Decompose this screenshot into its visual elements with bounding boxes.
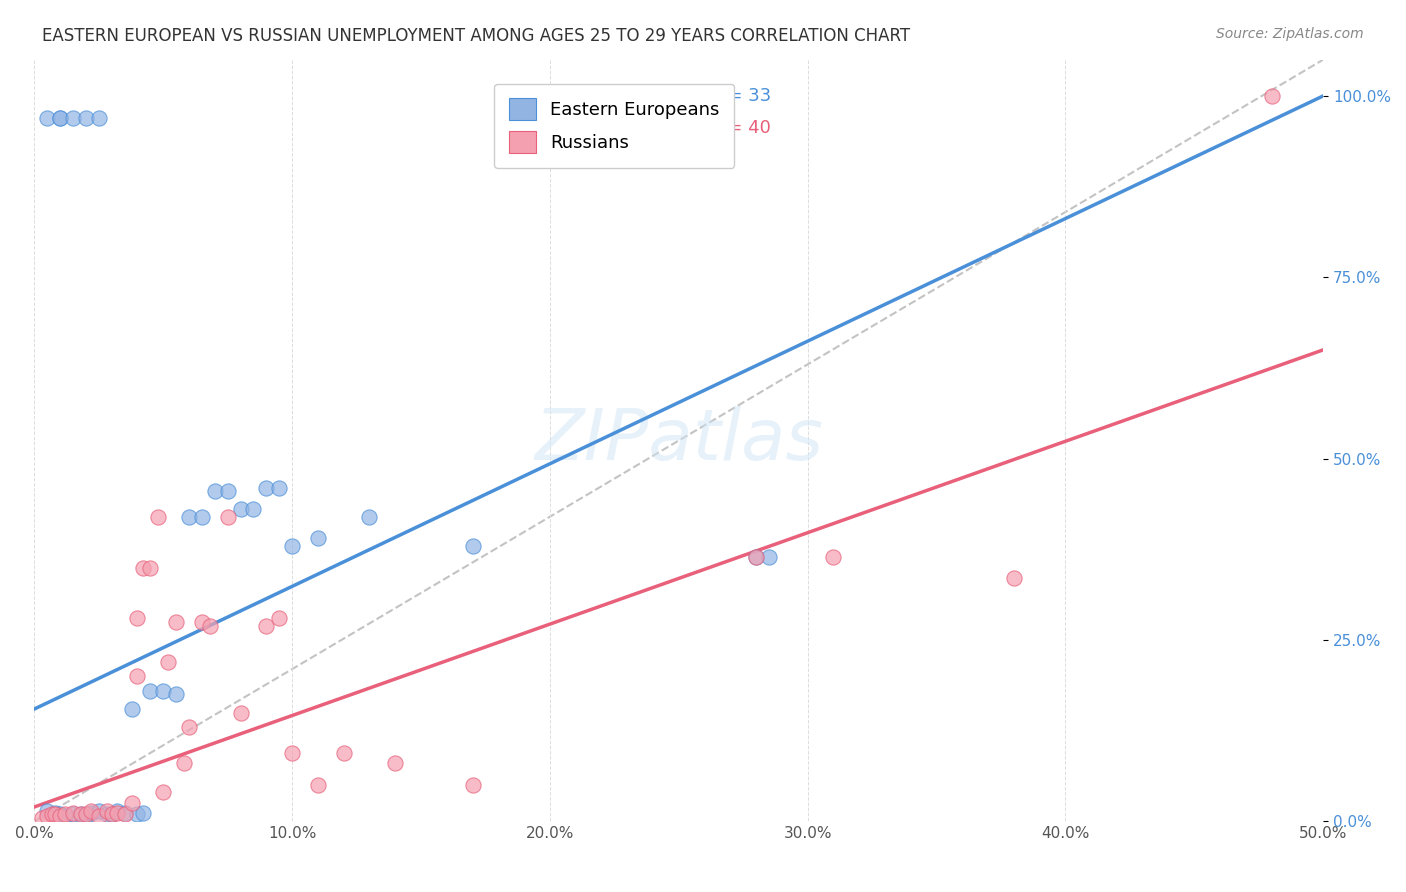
Point	[44, 805, 66, 820]
Point	[87, 808, 110, 822]
Point	[157, 655, 180, 669]
Point	[37, 111, 59, 125]
Text: R = 0.760    N = 40: R = 0.760 N = 40	[595, 120, 770, 137]
Point	[139, 560, 162, 574]
Point	[217, 484, 239, 499]
Point	[127, 807, 149, 822]
Point	[127, 611, 149, 625]
Point	[1260, 88, 1282, 103]
Legend: Eastern Europeans, Russians: Eastern Europeans, Russians	[495, 84, 734, 168]
Point	[191, 615, 214, 629]
Point	[204, 484, 226, 499]
Point	[80, 805, 103, 820]
Point	[177, 720, 200, 734]
Point	[165, 615, 187, 629]
Point	[269, 481, 291, 495]
Point	[131, 560, 153, 574]
Point	[75, 808, 97, 822]
Point	[758, 549, 780, 564]
Point	[307, 778, 329, 792]
Point	[823, 549, 845, 564]
Point	[254, 618, 277, 632]
Point	[281, 746, 304, 760]
Text: Source: ZipAtlas.com: Source: ZipAtlas.com	[1216, 27, 1364, 41]
Point	[37, 808, 59, 822]
Point	[53, 807, 76, 822]
Point	[62, 807, 84, 822]
Point	[152, 684, 174, 698]
Point	[229, 502, 252, 516]
Point	[75, 807, 97, 822]
Point	[49, 111, 72, 125]
Point	[307, 532, 329, 546]
Point	[1002, 571, 1025, 585]
Point	[131, 805, 153, 820]
Point	[75, 111, 97, 125]
Point	[121, 797, 143, 811]
Point	[332, 746, 354, 760]
Point	[96, 804, 118, 818]
Point	[105, 804, 128, 818]
Point	[177, 509, 200, 524]
Point	[69, 807, 91, 822]
Point	[114, 805, 136, 820]
Point	[37, 804, 59, 818]
Point	[80, 804, 103, 818]
Point	[105, 805, 128, 820]
Text: EASTERN EUROPEAN VS RUSSIAN UNEMPLOYMENT AMONG AGES 25 TO 29 YEARS CORRELATION C: EASTERN EUROPEAN VS RUSSIAN UNEMPLOYMENT…	[42, 27, 910, 45]
Point	[49, 807, 72, 822]
Point	[44, 807, 66, 822]
Point	[217, 509, 239, 524]
Point	[198, 618, 221, 632]
Point	[745, 549, 768, 564]
Point	[121, 702, 143, 716]
Point	[173, 756, 195, 771]
Point	[49, 808, 72, 822]
Point	[229, 706, 252, 720]
Point	[165, 688, 187, 702]
Point	[461, 778, 484, 792]
Point	[41, 807, 63, 822]
Point	[62, 111, 84, 125]
Point	[745, 549, 768, 564]
Point	[96, 807, 118, 822]
Point	[114, 807, 136, 822]
Point	[69, 807, 91, 822]
Point	[146, 509, 169, 524]
Point	[152, 785, 174, 799]
Point	[191, 509, 214, 524]
Text: ZIPatlas: ZIPatlas	[534, 406, 824, 475]
Point	[359, 509, 381, 524]
Point	[281, 539, 304, 553]
Point	[100, 807, 122, 822]
Point	[87, 111, 110, 125]
Point	[49, 111, 72, 125]
Point	[62, 805, 84, 820]
Text: R = 0.409    N = 33: R = 0.409 N = 33	[595, 87, 772, 105]
Point	[100, 807, 122, 822]
Point	[254, 481, 277, 495]
Point	[31, 811, 53, 825]
Point	[242, 502, 264, 516]
Point	[269, 611, 291, 625]
Point	[139, 684, 162, 698]
Point	[127, 669, 149, 683]
Point	[87, 804, 110, 818]
Point	[384, 756, 406, 771]
Point	[53, 808, 76, 822]
Point	[461, 539, 484, 553]
